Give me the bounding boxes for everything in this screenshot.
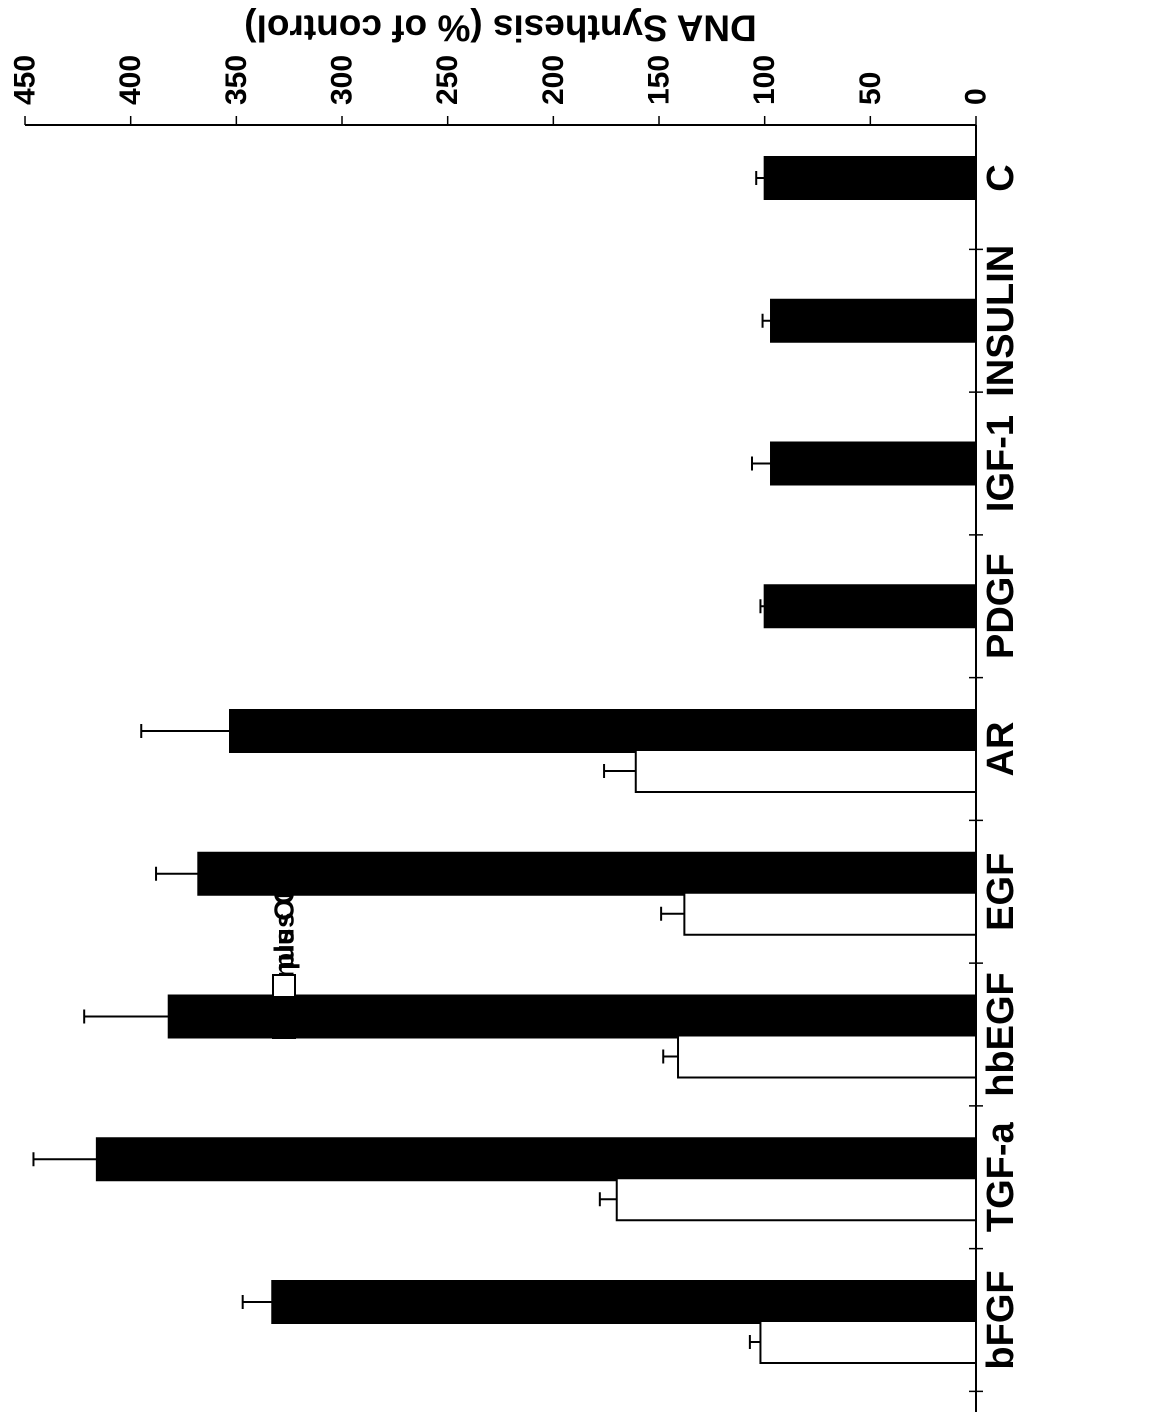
bar-plus-om-hbegf <box>677 1034 977 1079</box>
category-label-igf-1: IGF-1 <box>980 415 1022 512</box>
value-tick-label: 250 <box>431 55 464 105</box>
bar-minus-om-bfgf <box>271 1280 977 1324</box>
bar-plus-om-egf <box>683 891 977 936</box>
value-axis-title: DNA Synthesis (% of control) <box>244 8 757 49</box>
bar-minus-om-tgf-a <box>95 1137 977 1182</box>
bar-plus-om-ar <box>634 749 977 793</box>
category-label-insulin: INSULIN <box>980 245 1022 397</box>
value-tick-label: 50 <box>854 72 887 105</box>
category-label-pdgf: PDGF <box>980 553 1022 659</box>
bar-plus-om-bfgf <box>759 1320 977 1364</box>
bar-minus-om-igf-1 <box>770 441 977 486</box>
category-label-hbegf: hbEGF <box>980 972 1022 1097</box>
bar-plus-om-tgf-a <box>615 1177 977 1222</box>
category-label-c: C <box>980 164 1022 191</box>
bar-minus-om-pdgf <box>763 584 977 629</box>
bar-minus-om-ar <box>229 709 977 753</box>
bar-minus-om-c <box>763 156 977 200</box>
category-label-egf: EGF <box>980 853 1022 931</box>
bar-minus-om-insulin <box>770 298 977 343</box>
value-tick-label: 350 <box>220 55 253 105</box>
legend-swatch-plus-om <box>272 974 296 998</box>
value-tick-label: 150 <box>643 55 676 105</box>
value-tick-label: 0 <box>960 88 993 105</box>
category-label-ar: AR <box>980 722 1022 777</box>
legend-label-plus-om: plus OM <box>269 860 300 970</box>
value-tick-label: 400 <box>114 55 147 105</box>
value-tick-label: 450 <box>9 55 42 105</box>
category-label-tgf-a: TGF-a <box>980 1122 1022 1233</box>
legend-swatch-minus-om <box>272 1015 296 1039</box>
value-tick-label: 300 <box>326 55 359 105</box>
category-label-bfgf: bFGF <box>980 1270 1022 1369</box>
bar-minus-om-egf <box>197 851 977 896</box>
value-tick-label: 200 <box>537 55 570 105</box>
value-tick-label: 100 <box>748 55 781 105</box>
